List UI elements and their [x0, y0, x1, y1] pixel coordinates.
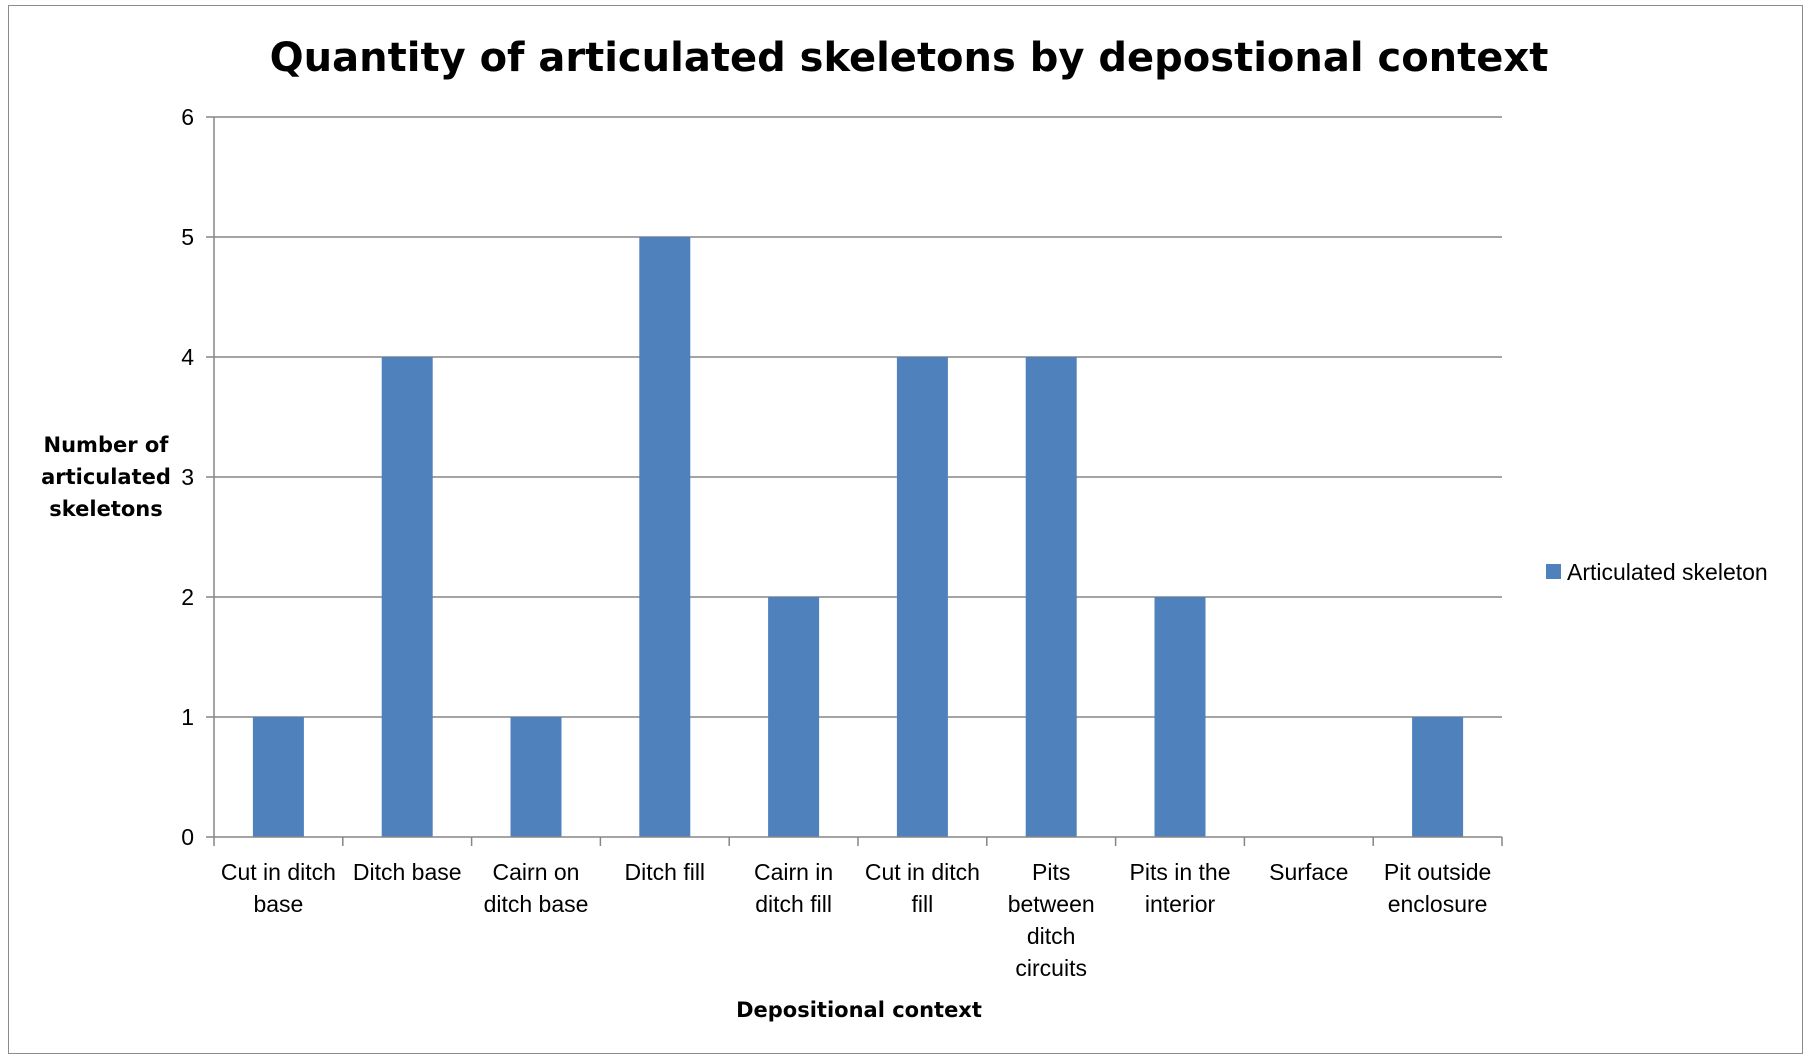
- bar: [1154, 597, 1206, 837]
- x-tick-label: Ditch base: [353, 859, 462, 885]
- legend: Articulated skeleton: [1546, 559, 1768, 585]
- legend-swatch: [1546, 564, 1561, 579]
- chart-title: Quantity of articulated skeletons by dep…: [270, 35, 1549, 81]
- x-tick-label: Ditch fill: [625, 859, 706, 885]
- y-tick-label: 5: [181, 224, 194, 250]
- x-tick-label: Surface: [1269, 859, 1348, 885]
- bar: [768, 597, 820, 837]
- axes: [213, 117, 1503, 846]
- legend-label: Articulated skeleton: [1567, 559, 1768, 585]
- y-tick-label: 3: [181, 464, 194, 490]
- x-tick-label: Pits between ditch circuits: [1008, 859, 1095, 981]
- y-tick-label: 6: [181, 104, 194, 130]
- bar: [896, 357, 948, 837]
- x-tick-label: Cut in ditch base: [221, 859, 336, 917]
- bar: [639, 237, 691, 837]
- y-tick-label: 4: [181, 344, 194, 370]
- bar: [1412, 717, 1464, 837]
- x-tick-label: Pits in the interior: [1130, 859, 1231, 917]
- y-tick-label: 0: [181, 824, 194, 850]
- bar: [252, 717, 304, 837]
- bar: [510, 717, 562, 837]
- y-tick-labels: 0 1 2 3 4 5 6: [181, 104, 194, 850]
- x-tick-label: Cairn on ditch base: [484, 859, 589, 917]
- bar: [381, 357, 433, 837]
- y-tick-label: 1: [181, 704, 194, 730]
- x-tick-labels: Cut in ditch base Ditch base Cairn on ditch …: [221, 859, 1491, 981]
- x-axis-title: Depositional context: [736, 998, 982, 1022]
- x-tick-label: Cairn in ditch fill: [754, 859, 833, 917]
- bars: [252, 237, 1464, 837]
- x-tick-label: Cut in ditch fill: [865, 859, 980, 917]
- bar: [1025, 357, 1077, 837]
- y-axis-title: Number of articulated skeletons: [41, 433, 171, 521]
- y-axis-title-text: Number of articulated skeletons: [41, 433, 171, 521]
- x-tick-label: Pit outside enclosure: [1384, 859, 1491, 917]
- y-tick-label: 2: [181, 584, 194, 610]
